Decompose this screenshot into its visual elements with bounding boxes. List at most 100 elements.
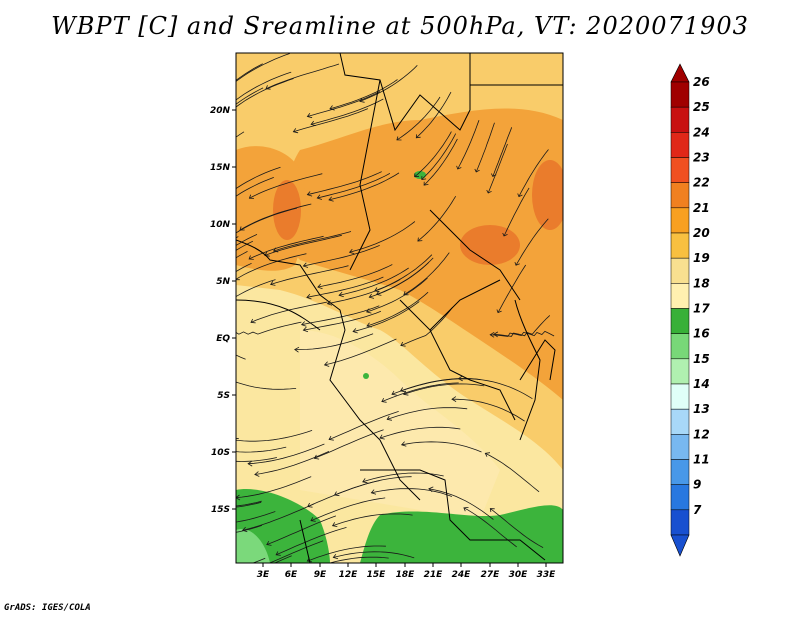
- streamline: [270, 265, 349, 285]
- streamline-arrow: [391, 390, 397, 396]
- lat-label: 5S: [217, 391, 230, 401]
- streamline: [487, 143, 508, 194]
- streamline-arrow: [379, 434, 385, 440]
- latitude-axis: 20N 15N 10N 5N EQ 5S 10S 15S: [210, 106, 236, 515]
- colorbar-segment: [670, 459, 690, 485]
- streamline-arrow: [200, 277, 204, 280]
- streamline-arrow: [248, 194, 255, 199]
- streamline-arrow: [264, 251, 270, 257]
- streamline: [236, 166, 281, 190]
- streamline: [236, 501, 262, 508]
- streamline: [374, 254, 433, 292]
- streamline-arrow: [417, 237, 423, 242]
- streamline: [328, 172, 400, 201]
- streamline-arrow: [400, 441, 407, 447]
- streamline-arrow: [250, 318, 256, 324]
- streamline-arrow: [254, 471, 260, 477]
- colorbar-segment: [670, 358, 690, 385]
- colorbar-label: 21: [693, 201, 710, 215]
- streamline: [294, 333, 374, 350]
- streamline: [492, 127, 513, 177]
- streamline: [515, 218, 549, 266]
- streamline: [503, 187, 530, 237]
- streamline: [317, 173, 391, 199]
- streamline-arrow: [300, 321, 307, 327]
- streamline-arrow: [338, 291, 344, 298]
- streamline: [359, 65, 418, 102]
- streamline-arrow: [248, 255, 254, 260]
- colorbar-segment: [670, 383, 690, 410]
- streamline-arrow: [328, 435, 334, 441]
- streamline: [242, 503, 315, 531]
- streamline-arrow: [423, 181, 429, 186]
- colorbar-segment: [670, 81, 690, 108]
- streamline-arrow: [294, 346, 300, 353]
- streamline-arrow: [220, 198, 224, 201]
- streamline: [236, 525, 263, 533]
- field-17-18-se: [360, 505, 563, 563]
- streamline: [451, 398, 525, 422]
- streamline-arrow: [362, 478, 368, 484]
- colorbar-label: 13: [693, 402, 710, 416]
- country-borders: [236, 53, 563, 563]
- streamline-arrow: [236, 494, 241, 501]
- streamline: [250, 301, 328, 323]
- streamline-arrow: [352, 328, 358, 334]
- lon-label: 15E: [367, 570, 387, 580]
- colorbar-label: 22: [693, 176, 710, 190]
- streamline: [307, 171, 382, 196]
- streamline-arrow: [181, 501, 186, 505]
- streamline-arrow: [182, 532, 187, 537]
- streamline: [236, 53, 290, 82]
- streamline-arrow: [306, 293, 312, 300]
- colorbar-label: 25: [693, 100, 710, 114]
- streamline-arrow: [359, 97, 365, 103]
- streamline: [236, 63, 263, 81]
- colorbar-segment: [670, 408, 690, 435]
- streamline-arrow: [474, 168, 480, 173]
- lat-label: 5N: [216, 277, 230, 287]
- streamline: [403, 383, 485, 395]
- colorbar-top-arrow: [670, 63, 690, 83]
- streamline: [310, 98, 384, 125]
- streamline: [329, 79, 398, 110]
- grads-credit: GrADS: IGES/COLA: [4, 603, 91, 613]
- streamline-arrow: [197, 288, 201, 291]
- streamline-arrow: [329, 105, 335, 111]
- streamline-arrow: [270, 280, 276, 286]
- streamline-arrow: [317, 283, 323, 290]
- streamline: [339, 267, 409, 296]
- streamline: [353, 301, 420, 332]
- field-19-20-south: [300, 330, 500, 520]
- streamline-arrow: [302, 326, 309, 333]
- streamline: [490, 508, 544, 548]
- streamline-arrow: [457, 375, 463, 382]
- colorbar-segment: [670, 257, 690, 284]
- streamline-arrow: [212, 100, 217, 103]
- lon-label: 9E: [314, 570, 327, 580]
- colorbar-label: 9: [693, 478, 701, 492]
- streamline: [236, 240, 254, 251]
- field-21-22: [285, 108, 563, 400]
- colorbar-label: 16: [693, 327, 710, 341]
- streamline: [268, 540, 324, 563]
- colorbar-label: 7: [693, 503, 702, 517]
- streamline: [236, 262, 252, 273]
- streamline-arrow: [366, 308, 372, 314]
- lon-label: 12E: [339, 570, 359, 580]
- streamline: [371, 488, 453, 497]
- streamline: [275, 527, 347, 556]
- streamline-arrow: [236, 276, 240, 281]
- streamline-arrow: [306, 191, 313, 197]
- colorbar-bottom-arrow: [670, 534, 690, 557]
- streamline-arrow: [203, 269, 207, 272]
- streamline: [307, 91, 381, 117]
- streamline: [381, 382, 459, 402]
- streamline: [379, 426, 461, 439]
- streamline: [307, 545, 386, 562]
- colorbar-label: 24: [693, 125, 710, 139]
- streamline: [423, 138, 458, 186]
- streamline-arrow: [316, 194, 323, 200]
- streamline: [324, 338, 397, 366]
- streamline: [400, 307, 453, 346]
